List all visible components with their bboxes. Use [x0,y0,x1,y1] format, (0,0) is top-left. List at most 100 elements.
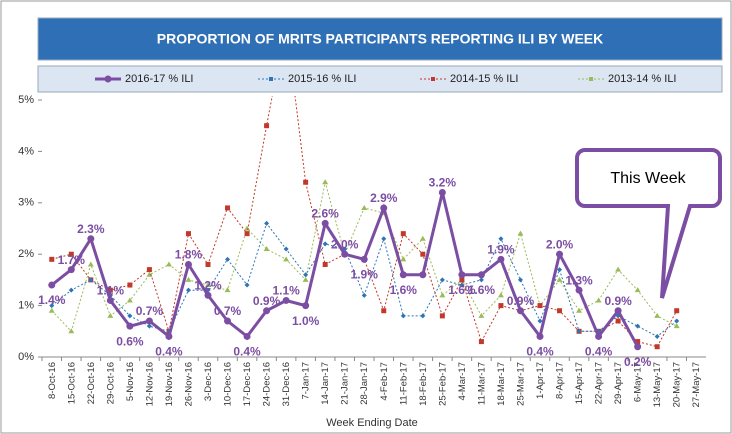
x-tick-label: 25-Feb-17 [437,362,448,406]
legend-label: 2016-17 % ILI [125,73,194,85]
point [204,291,212,299]
x-tick-label: 8-Apr-17 [555,362,566,399]
point [400,313,406,319]
point [420,251,426,257]
chart-title: PROPORTION OF MRITS PARTICIPANTS REPORTI… [157,31,603,47]
point [459,277,465,283]
point [575,286,583,294]
value-label: 0.4% [526,345,554,359]
y-tick-label: 3% [18,197,34,209]
x-tick-label: 22-Oct-16 [86,362,97,404]
value-label: 1.6% [468,283,496,297]
point [478,277,484,283]
value-label: 0.9% [604,294,632,308]
x-tick-label: 17-Dec-16 [242,362,253,406]
legend-marker [269,77,273,81]
x-tick-label: 4-Mar-17 [457,362,468,401]
point [341,250,349,258]
point [439,277,445,283]
point [165,261,172,267]
point [205,282,211,288]
point [498,236,504,242]
x-tick-label: 5-Nov-16 [125,362,136,401]
value-label: 2.0% [546,237,574,251]
x-tick-label: 28-Jan-17 [359,362,370,405]
point [459,282,465,288]
point [165,332,173,340]
point [68,328,75,334]
point [595,297,602,303]
x-tick-label: 27-May-17 [691,362,702,407]
value-label: 0.4% [585,345,613,359]
point [126,297,133,303]
value-label: 1.8% [175,248,203,262]
y-tick-label: 0% [18,351,34,363]
point [244,282,250,288]
point [67,266,75,274]
point [127,282,133,288]
x-tick-label: 19-Nov-16 [164,362,175,406]
x-tick-label: 24-Dec-16 [262,362,273,406]
point [244,231,250,237]
point [263,246,270,252]
point [419,271,427,279]
value-label: 1.2% [194,278,222,292]
point [360,255,368,263]
x-tick-label: 1-Apr-17 [535,362,546,399]
value-label: 1.6% [448,283,476,297]
point [517,277,523,283]
title-bar [37,17,723,61]
point [400,231,406,237]
point [244,225,251,231]
point [595,332,603,340]
value-label: 2.6% [311,207,339,221]
point [322,261,328,267]
x-tick-label: 4-Feb-17 [379,362,390,401]
x-tick-label: 22-Apr-17 [594,362,605,404]
legend-box [37,65,723,93]
point [185,287,191,293]
point [556,276,563,282]
point [322,241,328,247]
value-label: 0.6% [116,334,144,348]
point [381,308,387,314]
value-label: 0.7% [214,304,242,318]
point [146,267,152,273]
point [127,313,133,319]
point [615,266,622,272]
point [224,317,232,325]
point [68,251,74,257]
y-tick-label: 4% [18,145,34,157]
point [225,205,231,211]
value-label: 2.9% [370,191,398,205]
plot-area [48,96,680,351]
x-tick-label: 11-Mar-17 [476,362,487,405]
point [302,276,309,282]
point [88,277,94,283]
value-label: 3.2% [429,176,457,190]
point [184,260,192,268]
point [537,318,543,324]
x-tick-label: 3-Dec-16 [203,362,214,401]
value-label: 2.0% [331,237,359,251]
point [107,312,114,318]
point [458,271,466,279]
point [673,323,680,329]
x-tick-label: 25-Mar-17 [515,362,526,406]
value-label: 0.4% [155,345,183,359]
point [87,261,94,267]
point [557,267,563,273]
point [478,312,485,318]
point [302,302,310,310]
point [263,307,271,315]
legend-label: 2015-16 % ILI [288,73,357,85]
point [498,303,504,309]
point [185,276,192,282]
x-tick-label: 14-Jan-17 [320,362,331,405]
point [283,246,289,252]
x-tick-label: 13-May-17 [652,362,663,407]
point [557,308,563,314]
point [380,204,388,212]
point [399,271,407,279]
x-tick-label: 18-Mar-17 [496,362,507,406]
